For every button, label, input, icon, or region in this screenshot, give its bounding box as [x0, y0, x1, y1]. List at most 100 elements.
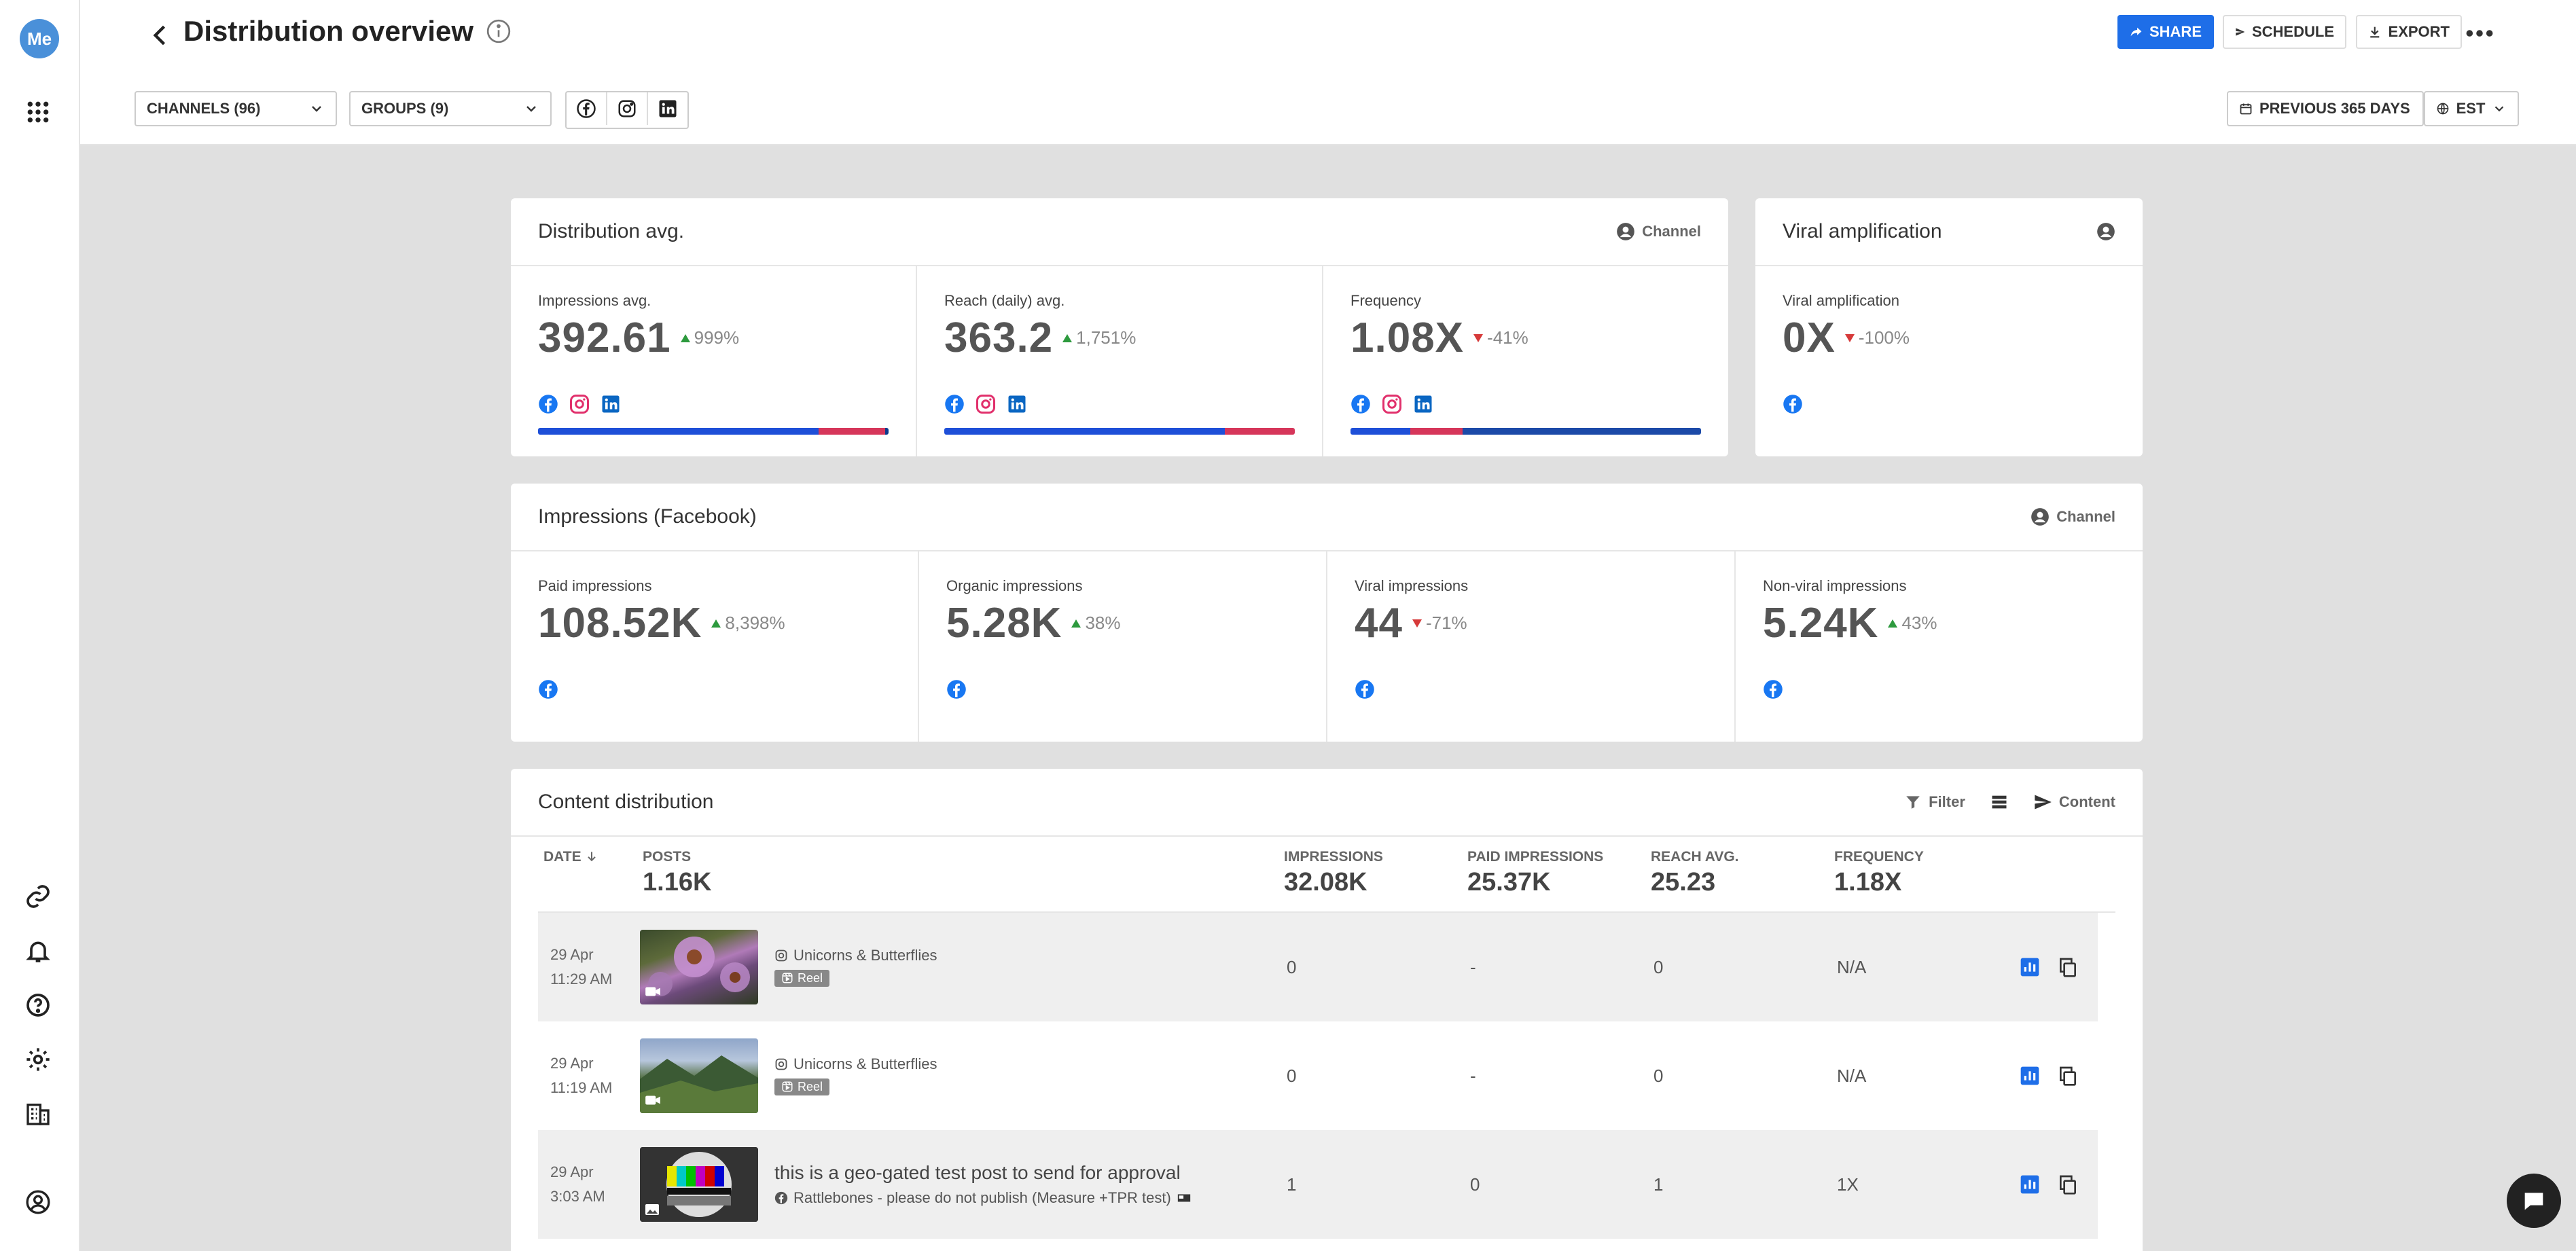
column-posts[interactable]: POSTS 1.16K [643, 837, 1284, 911]
metric-reach-avg[interactable]: Reach (daily) avg. 363.2 1,751% [917, 266, 1323, 456]
channel-name: Unicorns & Butterflies [793, 1055, 937, 1072]
date-text: 29 Apr [550, 1163, 594, 1180]
grid-icon[interactable] [23, 97, 53, 127]
linkedin-icon[interactable] [648, 92, 687, 125]
insights-icon[interactable] [2019, 1065, 2041, 1087]
video-icon [645, 1095, 660, 1105]
export-button[interactable]: EXPORT [2356, 15, 2462, 49]
metric-non-viral-impressions[interactable]: Non-viral impressions 5.24K 43% [1736, 551, 2143, 742]
more-options-icon[interactable] [2465, 19, 2494, 46]
date-range-label: PREVIOUS 365 DAYS [2259, 100, 2410, 117]
settings-icon[interactable] [23, 1045, 53, 1074]
metric-change: -41% [1473, 327, 1528, 348]
column-reach-avg[interactable]: REACH AVG. 25.23 [1651, 837, 1834, 911]
metric-value: 363.2 [944, 314, 1054, 361]
column-total: 32.08K [1284, 868, 1367, 896]
insights-icon[interactable] [2019, 956, 2041, 978]
app-logo[interactable]: Me [20, 19, 59, 58]
facebook-icon [539, 395, 558, 414]
column-label: IMPRESSIONS [1284, 849, 1383, 865]
post-thumbnail[interactable] [640, 1147, 758, 1222]
timezone-label: EST [2456, 100, 2486, 117]
post-info: Unicorns & Butterflies Reel [774, 1055, 1270, 1097]
flower-image [648, 937, 750, 996]
metric-change: -100% [1844, 327, 1910, 348]
channel-toggle[interactable]: Channel [2031, 507, 2115, 526]
column-date[interactable]: DATE [538, 837, 643, 911]
card-title: Distribution avg. [538, 220, 685, 242]
copy-icon[interactable] [2057, 956, 2079, 978]
card-title: Impressions (Facebook) [538, 505, 757, 528]
copy-icon[interactable] [2057, 1065, 2079, 1087]
column-paid-impressions[interactable]: PAID IMPRESSIONS 25.37K [1467, 837, 1651, 911]
filter-label: Filter [1929, 793, 1965, 810]
metric-label: Paid impressions [538, 577, 652, 594]
trend-down-icon [1844, 333, 1855, 342]
copy-icon[interactable] [2057, 1174, 2079, 1195]
chevron-down-icon [2494, 106, 2504, 112]
table-row[interactable]: 29 Apr 11:19 AM Unicorns & Butterflies R… [538, 1021, 2115, 1130]
user-circle-icon[interactable] [2096, 222, 2115, 241]
channels-dropdown[interactable]: CHANNELS (96) [135, 91, 337, 126]
profile-icon[interactable] [23, 1187, 53, 1217]
distribution-bar [944, 428, 1295, 435]
channel-name: Rattlebones - please do not publish (Mea… [793, 1189, 1171, 1206]
share-button[interactable]: SHARE [2117, 15, 2214, 49]
metric-value: 108.52K [538, 600, 702, 647]
reel-badge: Reel [774, 969, 830, 987]
list-view-button[interactable] [1990, 793, 2009, 812]
back-arrow-icon[interactable] [145, 20, 175, 50]
facebook-icon [947, 680, 966, 699]
facebook-icon[interactable] [567, 92, 607, 125]
calendar-icon [2240, 103, 2252, 115]
table-row[interactable]: 29 Apr 3:03 AM this is a geo-gated test … [538, 1130, 2098, 1239]
date-range-button[interactable]: PREVIOUS 365 DAYS [2227, 91, 2424, 126]
channel-toggle[interactable]: Channel [1616, 222, 1701, 241]
post-thumbnail[interactable] [640, 1038, 758, 1113]
column-impressions[interactable]: IMPRESSIONS 32.08K [1284, 837, 1467, 911]
content-label: Content [2058, 793, 2115, 810]
metric-viral-impressions[interactable]: Viral impressions 44 -71% [1327, 551, 1736, 742]
info-icon[interactable] [485, 18, 512, 45]
help-icon[interactable] [23, 990, 53, 1020]
metric-frequency[interactable]: Frequency 1.08X -41% [1323, 266, 1728, 456]
network-filter [565, 91, 689, 129]
metric-organic-impressions[interactable]: Organic impressions 5.28K 38% [919, 551, 1327, 742]
card-title: Viral amplification [1783, 220, 1942, 242]
link-icon[interactable] [23, 882, 53, 911]
post-channel: Unicorns & Butterflies [774, 947, 1270, 964]
table-row[interactable]: 29 Apr 11:29 AM Unicorns & Butterflies R… [538, 913, 2098, 1021]
column-label: POSTS [643, 849, 692, 865]
content-button[interactable]: Content [2033, 793, 2115, 812]
post-thumbnail[interactable] [640, 930, 758, 1004]
filter-bar: CHANNELS (96) GROUPS (9) PREVIOUS 365 DA… [80, 71, 2576, 145]
insights-icon[interactable] [2019, 1174, 2041, 1195]
schedule-button[interactable]: SCHEDULE [2223, 15, 2346, 49]
metric-viral-amplification[interactable]: Viral amplification 0X -100% [1755, 266, 2143, 456]
groups-dropdown[interactable]: GROUPS (9) [349, 91, 552, 126]
metric-value: 1.08X [1350, 314, 1465, 361]
date-text: 29 Apr [550, 946, 594, 963]
metric-impressions-avg[interactable]: Impressions avg. 392.61 999% [511, 266, 917, 456]
content-distribution-card: Content distribution Filter Content DATE… [511, 769, 2143, 1251]
buildings-icon[interactable] [23, 1099, 53, 1129]
change-text: -100% [1858, 327, 1910, 348]
cell-reach: 0 [1653, 956, 1664, 977]
metric-paid-impressions[interactable]: Paid impressions 108.52K 8,398% [511, 551, 919, 742]
column-label: REACH AVG. [1651, 849, 1739, 865]
facebook-icon [539, 680, 558, 699]
instagram-icon[interactable] [607, 92, 648, 125]
metric-label: Frequency [1350, 292, 1421, 309]
chat-button[interactable] [2507, 1174, 2561, 1228]
column-total: 1.18X [1834, 868, 1902, 896]
channels-label: CHANNELS (96) [147, 100, 261, 117]
column-frequency[interactable]: FREQUENCY 1.18X [1834, 837, 2018, 911]
trend-up-icon [1888, 619, 1898, 628]
instagram-icon [976, 395, 995, 414]
facebook-icon [1351, 395, 1370, 414]
bell-icon[interactable] [23, 936, 53, 966]
cell-frequency: N/A [1837, 956, 1867, 977]
filter-button[interactable]: Filter [1904, 793, 1965, 811]
chevron-down-icon [312, 106, 321, 112]
timezone-dropdown[interactable]: EST [2424, 91, 2519, 126]
